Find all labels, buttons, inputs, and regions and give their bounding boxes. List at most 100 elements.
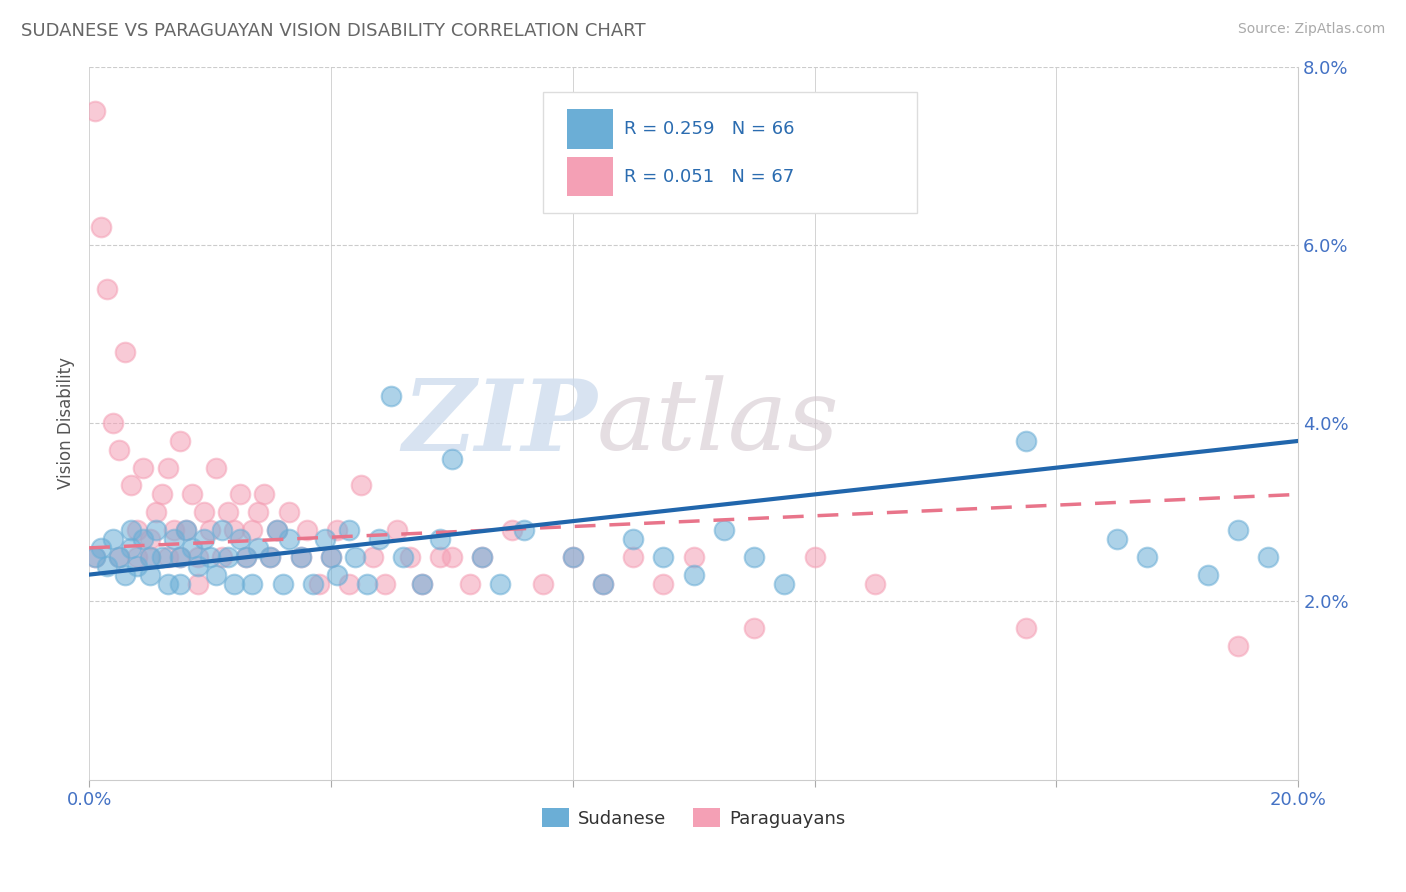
Point xyxy=(326,523,349,537)
Point xyxy=(156,576,179,591)
Point xyxy=(103,416,125,430)
Point xyxy=(411,576,433,591)
Point xyxy=(429,532,451,546)
Point xyxy=(138,567,160,582)
Point xyxy=(561,549,583,564)
Point xyxy=(308,576,330,591)
Point xyxy=(84,549,107,564)
Point xyxy=(229,487,252,501)
Point xyxy=(411,576,433,591)
Point xyxy=(440,549,463,564)
Point xyxy=(150,487,173,501)
Point xyxy=(120,523,142,537)
Point xyxy=(169,576,191,591)
Point xyxy=(266,523,288,537)
Point xyxy=(114,567,136,582)
Point xyxy=(259,549,281,564)
Point xyxy=(290,549,312,564)
Point xyxy=(224,576,246,591)
Point xyxy=(253,487,276,501)
Point xyxy=(682,549,704,564)
Point xyxy=(1105,532,1128,546)
Point xyxy=(96,282,118,296)
Point xyxy=(174,523,197,537)
Point xyxy=(652,549,675,564)
Point xyxy=(271,576,294,591)
Point xyxy=(387,523,409,537)
Point xyxy=(773,576,796,591)
Point xyxy=(120,478,142,492)
Point xyxy=(458,576,481,591)
Point xyxy=(198,523,221,537)
Point xyxy=(138,549,160,564)
Point xyxy=(132,460,155,475)
Point xyxy=(319,549,342,564)
Y-axis label: Vision Disability: Vision Disability xyxy=(58,357,75,489)
Text: SUDANESE VS PARAGUAYAN VISION DISABILITY CORRELATION CHART: SUDANESE VS PARAGUAYAN VISION DISABILITY… xyxy=(21,22,645,40)
Point xyxy=(863,576,886,591)
Point xyxy=(180,487,202,501)
Point xyxy=(374,576,396,591)
Point xyxy=(240,576,263,591)
Point xyxy=(368,532,391,546)
Point xyxy=(713,523,735,537)
Point xyxy=(235,549,257,564)
Point xyxy=(1015,434,1038,448)
Point xyxy=(247,541,270,555)
Point xyxy=(621,549,644,564)
Point xyxy=(235,549,257,564)
Point xyxy=(217,505,239,519)
Point xyxy=(127,523,149,537)
Point xyxy=(682,567,704,582)
Point xyxy=(138,532,160,546)
Point xyxy=(145,523,167,537)
Point xyxy=(211,523,233,537)
Point xyxy=(205,460,228,475)
Point xyxy=(84,104,107,119)
Point xyxy=(1136,549,1159,564)
Point xyxy=(145,505,167,519)
Point xyxy=(132,532,155,546)
Point xyxy=(169,549,191,564)
Point xyxy=(1226,523,1249,537)
Point xyxy=(108,549,131,564)
Point xyxy=(440,451,463,466)
Point xyxy=(193,532,215,546)
Point xyxy=(103,532,125,546)
Point xyxy=(108,549,131,564)
Point xyxy=(90,541,112,555)
Bar xyxy=(567,110,613,149)
Point xyxy=(108,442,131,457)
Point xyxy=(501,523,523,537)
Point xyxy=(169,549,191,564)
Point xyxy=(90,220,112,235)
Point xyxy=(489,576,512,591)
Point xyxy=(392,549,415,564)
Point xyxy=(156,460,179,475)
Point xyxy=(224,523,246,537)
Point xyxy=(742,621,765,635)
Point xyxy=(163,523,186,537)
Text: R = 0.051   N = 67: R = 0.051 N = 67 xyxy=(624,168,794,186)
FancyBboxPatch shape xyxy=(543,92,918,213)
Point xyxy=(187,558,209,573)
Point xyxy=(127,558,149,573)
Legend: Sudanese, Paraguayans: Sudanese, Paraguayans xyxy=(534,801,853,835)
Point xyxy=(259,549,281,564)
Point xyxy=(1226,639,1249,653)
Point xyxy=(174,523,197,537)
Point xyxy=(326,567,349,582)
Point xyxy=(240,523,263,537)
Point xyxy=(301,576,323,591)
Point xyxy=(429,549,451,564)
Point xyxy=(319,549,342,564)
Text: ZIP: ZIP xyxy=(402,375,598,471)
Point xyxy=(513,523,536,537)
Point xyxy=(561,549,583,564)
Point xyxy=(127,549,149,564)
Point xyxy=(205,567,228,582)
Point xyxy=(229,532,252,546)
Point xyxy=(217,549,239,564)
Point xyxy=(156,549,179,564)
Point xyxy=(471,549,494,564)
